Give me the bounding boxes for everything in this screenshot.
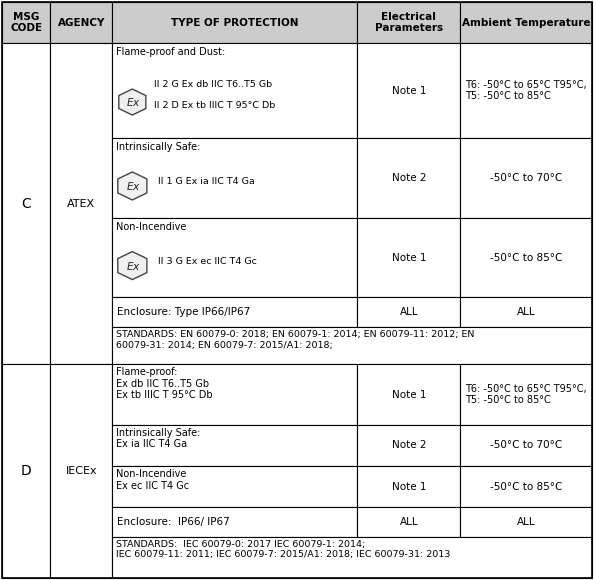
Text: II 2 G Ex db IIC T6..T5 Gb: II 2 G Ex db IIC T6..T5 Gb — [154, 81, 273, 89]
Bar — [357, 43, 460, 138]
Text: TYPE OF PROTECTION: TYPE OF PROTECTION — [171, 17, 299, 28]
Bar — [112, 138, 357, 218]
Bar — [50, 2, 112, 43]
Text: IECEx: IECEx — [65, 466, 97, 476]
Bar — [357, 466, 460, 507]
Polygon shape — [118, 252, 147, 280]
Bar — [2, 43, 50, 364]
Bar — [460, 425, 592, 466]
Text: Ambient Temperature: Ambient Temperature — [462, 17, 590, 28]
Text: Flame-proof and Dust:: Flame-proof and Dust: — [116, 47, 226, 57]
Text: ALL: ALL — [517, 517, 536, 527]
Text: D: D — [21, 464, 31, 478]
Polygon shape — [119, 89, 146, 115]
Text: STANDARDS:  IEC 60079-0: 2017 IEC 60079-1: 2014;
IEC 60079-11: 2011; IEC 60079-7: STANDARDS: IEC 60079-0: 2017 IEC 60079-1… — [116, 540, 451, 559]
Bar — [357, 425, 460, 466]
Text: Intrinsically Safe:: Intrinsically Safe: — [116, 142, 201, 152]
Text: Electrical
Parameters: Electrical Parameters — [375, 12, 443, 34]
Text: T6: -50°C to 65°C T95°C,
T5: -50°C to 85°C: T6: -50°C to 65°C T95°C, T5: -50°C to 85… — [466, 80, 587, 102]
Text: ALL: ALL — [400, 517, 418, 527]
Bar — [460, 218, 592, 298]
Text: Intrinsically Safe:
Ex ia IIC T4 Ga: Intrinsically Safe: Ex ia IIC T4 Ga — [116, 428, 201, 450]
Text: Note 2: Note 2 — [391, 173, 426, 183]
Bar — [2, 2, 50, 43]
Text: Note 1: Note 1 — [391, 481, 426, 491]
Text: -50°C to 70°C: -50°C to 70°C — [490, 173, 563, 183]
Text: -50°C to 85°C: -50°C to 85°C — [490, 481, 563, 491]
Text: Non-Incendive
Ex ec IIC T4 Gc: Non-Incendive Ex ec IIC T4 Gc — [116, 469, 189, 491]
Bar — [112, 466, 357, 507]
Bar — [112, 327, 592, 364]
Text: C: C — [21, 197, 31, 211]
Bar — [357, 2, 460, 43]
Bar — [357, 138, 460, 218]
Bar — [357, 507, 460, 537]
Bar — [112, 2, 357, 43]
Polygon shape — [118, 172, 147, 200]
Bar — [460, 43, 592, 138]
Bar — [460, 364, 592, 425]
Text: Note 1: Note 1 — [391, 253, 426, 263]
Bar — [112, 425, 357, 466]
Text: ALL: ALL — [517, 307, 536, 317]
Bar — [357, 298, 460, 327]
Text: $\mathbf{\mathit{Ex}}$: $\mathbf{\mathit{Ex}}$ — [126, 260, 141, 271]
Text: $\mathbf{\mathit{Ex}}$: $\mathbf{\mathit{Ex}}$ — [126, 180, 141, 192]
Bar — [112, 43, 357, 138]
Bar — [112, 218, 357, 298]
Bar — [112, 537, 592, 578]
Text: Enclosure:  IP66/ IP67: Enclosure: IP66/ IP67 — [118, 517, 230, 527]
Text: ATEX: ATEX — [67, 199, 96, 209]
Text: Flame-proof:
Ex db IIC T6..T5 Gb
Ex tb IIIC T 95°C Db: Flame-proof: Ex db IIC T6..T5 Gb Ex tb I… — [116, 367, 213, 400]
Text: Note 2: Note 2 — [391, 440, 426, 451]
Text: T6: -50°C to 65°C T95°C,
T5: -50°C to 85°C: T6: -50°C to 65°C T95°C, T5: -50°C to 85… — [466, 384, 587, 405]
Text: STANDARDS: EN 60079-0: 2018; EN 60079-1: 2014; EN 60079-11: 2012; EN
60079-31: 2: STANDARDS: EN 60079-0: 2018; EN 60079-1:… — [116, 330, 475, 350]
Text: II 2 D Ex tb IIIC T 95°C Db: II 2 D Ex tb IIIC T 95°C Db — [154, 102, 276, 110]
Text: Enclosure: Type IP66/IP67: Enclosure: Type IP66/IP67 — [118, 307, 251, 317]
Text: AGENCY: AGENCY — [58, 17, 105, 28]
Bar — [460, 138, 592, 218]
Text: Non-Incendive: Non-Incendive — [116, 222, 187, 232]
Bar — [112, 507, 357, 537]
Bar — [460, 466, 592, 507]
Text: -50°C to 70°C: -50°C to 70°C — [490, 440, 563, 451]
Bar — [112, 298, 357, 327]
Text: II 3 G Ex ec IIC T4 Gc: II 3 G Ex ec IIC T4 Gc — [159, 257, 257, 266]
Bar — [2, 364, 50, 578]
Bar — [460, 2, 592, 43]
Text: MSG
CODE: MSG CODE — [10, 12, 42, 34]
Bar — [460, 298, 592, 327]
Bar — [50, 43, 112, 364]
Bar — [357, 218, 460, 298]
Text: Note 1: Note 1 — [391, 390, 426, 400]
Bar — [112, 364, 357, 425]
Text: II 1 G Ex ia IIC T4 Ga: II 1 G Ex ia IIC T4 Ga — [159, 177, 255, 186]
Bar — [50, 364, 112, 578]
Bar — [357, 364, 460, 425]
Text: ALL: ALL — [400, 307, 418, 317]
Text: -50°C to 85°C: -50°C to 85°C — [490, 253, 563, 263]
Text: Note 1: Note 1 — [391, 86, 426, 96]
Bar — [460, 507, 592, 537]
Text: $\mathbf{\mathit{Ex}}$: $\mathbf{\mathit{Ex}}$ — [126, 96, 141, 108]
